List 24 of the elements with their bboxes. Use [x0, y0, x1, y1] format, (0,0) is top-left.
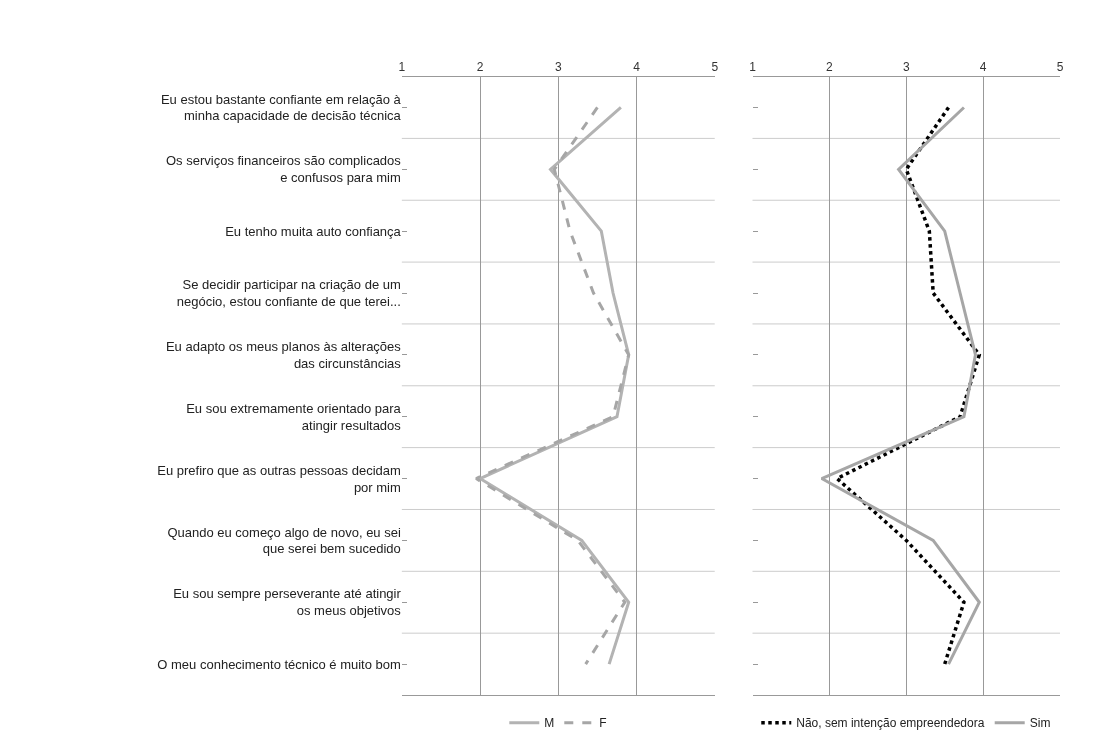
y-tick-label: Eu adapto os meus planos às alterações das circunstâncias [165, 338, 402, 371]
x-tick-label: 1 [749, 59, 757, 74]
x-tick-label: 3 [902, 59, 910, 74]
legend-label: Sim [1029, 716, 1051, 731]
x-tick-label: 4 [979, 59, 987, 74]
y-tick-label: Quando eu começo algo de novo, eu sei que serei bem sucedido [167, 524, 401, 557]
y-tick-label: Eu estou bastante confiante em relação à minha capacidade de decisão técnica [160, 91, 402, 124]
legend-label: F [599, 716, 607, 731]
x-tick-label: 1 [398, 59, 406, 74]
y-tick-label: Eu tenho muita auto confiança [225, 223, 402, 239]
y-tick-label: Eu prefiro que as outras pessoas decidam por mim [157, 462, 401, 495]
x-tick-label: 2 [826, 59, 834, 74]
y-tick-label: Se decidir participar na criação de um negócio, estou confiante de que terei... [176, 277, 401, 310]
y-tick-label: Eu sou extremamente orientado para atingir resultados [186, 400, 402, 433]
x-tick-label: 4 [633, 59, 641, 74]
y-tick-label: Eu sou sempre perseverante até atingir os meus objetivos [173, 586, 402, 619]
x-tick-label: 3 [554, 59, 562, 74]
y-tick-label: Os serviços financeiros são complicados e confusos para mim [166, 153, 402, 186]
y-tick-label: O meu conhecimento técnico é muito bom [157, 656, 401, 672]
x-tick-label: 5 [1056, 59, 1064, 74]
x-tick-label: 5 [711, 59, 719, 74]
legend-label: Não, sem intenção empreendedora [796, 716, 985, 731]
x-tick-label: 2 [476, 59, 484, 74]
legend-label: M [544, 716, 555, 731]
